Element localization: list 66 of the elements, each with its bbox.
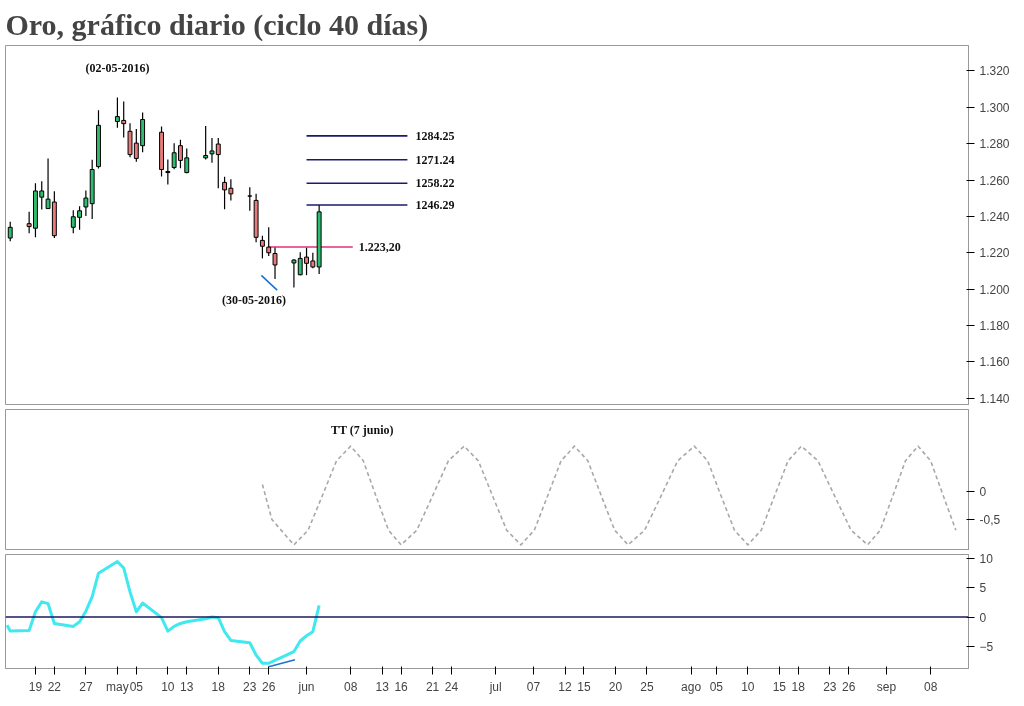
y-tick-label: 1.180 xyxy=(979,319,1010,333)
x-tick-label: 23 xyxy=(823,679,837,694)
x-tick-label: 21 xyxy=(425,679,440,694)
x-tick-label: 25 xyxy=(640,679,654,694)
y-tick-label: 1.280 xyxy=(979,137,1010,152)
x-tick-label: 15 xyxy=(772,679,787,694)
y-tick-label: -0,5 xyxy=(979,512,1001,527)
x-tick-label: 16 xyxy=(394,679,409,694)
x-tick-label: 13 xyxy=(180,679,194,694)
candlestick xyxy=(203,125,209,161)
y-tick-label: 0 xyxy=(979,484,987,499)
candlestick xyxy=(165,158,171,186)
y-tick-label: 1.240 xyxy=(979,209,1010,224)
x-tick-label: 22 xyxy=(47,679,62,694)
y-tick-label: 1.140 xyxy=(979,391,1010,406)
x-tick-label: 05 xyxy=(709,679,724,694)
x-tick-label: 08 xyxy=(924,679,938,694)
candlestick xyxy=(272,246,278,280)
candlestick xyxy=(83,189,89,217)
annotation: 1.223,20 xyxy=(358,239,401,254)
annotation: TT (7 junio) xyxy=(331,423,394,438)
x-tick-label: 20 xyxy=(608,679,623,694)
x-tick-label: 24 xyxy=(444,679,459,694)
candlestick xyxy=(7,221,13,242)
candlestick xyxy=(247,186,253,212)
x-tick-label: 23 xyxy=(243,679,257,694)
x-tick-label: 18 xyxy=(791,679,806,694)
annotation: 1271.24 xyxy=(415,152,455,167)
x-tick-label: 10 xyxy=(741,679,755,694)
y-tick-label: 1.200 xyxy=(979,282,1010,297)
y-tick-label: 5 xyxy=(979,581,987,596)
x-tick-label: 27 xyxy=(79,679,93,694)
x-tick-label: 19 xyxy=(28,679,43,694)
y-tick-label: 1.300 xyxy=(979,100,1010,115)
x-tick-label: ago xyxy=(681,679,702,694)
line-series xyxy=(261,445,957,546)
x-tick-label: 10 xyxy=(161,679,175,694)
y-tick-label: −5 xyxy=(979,639,994,654)
y-tick-label: 1.220 xyxy=(979,246,1010,261)
chart-title: Oro, gráfico diario (ciclo 40 días) xyxy=(5,7,429,42)
annotation: (02-05-2016) xyxy=(85,60,150,75)
line-series xyxy=(5,560,321,665)
annotation: 1284.25 xyxy=(415,128,455,143)
y-tick-label: 1.320 xyxy=(979,64,1010,79)
x-tick-label: 07 xyxy=(526,679,541,694)
annotation: (30-05-2016) xyxy=(221,292,286,307)
x-tick-label: jun xyxy=(297,679,315,694)
y-tick-label: 1.160 xyxy=(979,355,1010,370)
x-tick-label: 18 xyxy=(211,679,226,694)
y-tick-label: 1.260 xyxy=(979,173,1010,188)
x-tick-label: 12 xyxy=(558,679,573,694)
x-tick-label: 08 xyxy=(343,679,358,694)
y-tick-label: 0 xyxy=(979,610,987,625)
y-tick-label: 10 xyxy=(979,552,994,567)
candlestick xyxy=(259,235,265,260)
x-tick-label: jul xyxy=(488,679,502,694)
x-tick-label: 13 xyxy=(375,679,390,694)
x-tick-label: 05 xyxy=(129,679,144,694)
annotation: 1246.29 xyxy=(415,197,455,212)
x-tick-label: 15 xyxy=(577,679,591,694)
x-tick-label: may xyxy=(106,679,129,694)
x-tick-label: 26 xyxy=(842,679,856,694)
annotation: 1258.22 xyxy=(415,176,455,191)
x-tick-label: sep xyxy=(876,679,897,694)
x-tick-label: 26 xyxy=(262,679,276,694)
candlestick xyxy=(266,226,272,257)
